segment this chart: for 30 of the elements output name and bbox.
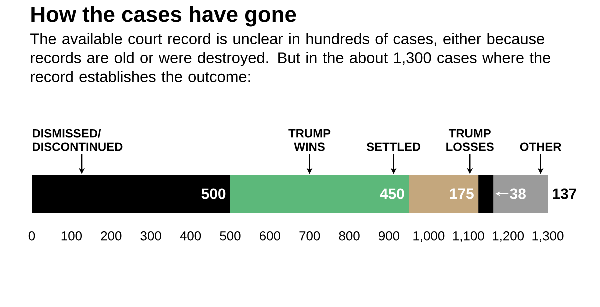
- x-tick-label: 900: [379, 232, 400, 241]
- chart-subtitle: The available court record is unclear in hundreds of cases, either because records are old or were destroyed. But in the about 1,300 cases where the record establishes the outcome:: [30, 33, 550, 82]
- data-label: 450: [380, 188, 404, 200]
- x-tick-label: 1,200: [493, 232, 524, 242]
- x-tick-label: 200: [101, 232, 122, 241]
- bar: [478, 175, 494, 213]
- series-label: DISMISSED/ DISCONTINUED: [33, 129, 123, 152]
- bar: [409, 175, 479, 213]
- x-tick-label: 300: [140, 232, 162, 241]
- x-tick-label: 100: [62, 232, 82, 241]
- data-label: 38: [510, 188, 526, 200]
- bar: [494, 175, 548, 213]
- data-label: 137: [553, 188, 576, 200]
- bar: [230, 175, 410, 213]
- series-label: TRUMP WINS: [288, 129, 331, 152]
- series-label: OTHER: [520, 142, 562, 152]
- x-tick-label: 600: [260, 232, 280, 241]
- x-tick-label: 400: [180, 232, 202, 241]
- x-tick-label: 1,000: [414, 232, 445, 242]
- x-tick-label: 500: [220, 232, 241, 241]
- x-tick-label: 1,100: [453, 232, 484, 242]
- series-label: TRUMP LOSSES: [446, 129, 494, 152]
- x-tick-label: 0: [28, 232, 36, 241]
- data-label: 175: [450, 188, 474, 200]
- x-tick-label: 800: [339, 232, 360, 241]
- series-label: SETTLED: [366, 142, 421, 152]
- x-tick-label: 700: [300, 232, 320, 241]
- chart-title: How the cases have gone: [32, 6, 296, 27]
- data-label: 500: [202, 188, 226, 200]
- x-tick-label: 1,300: [532, 232, 564, 242]
